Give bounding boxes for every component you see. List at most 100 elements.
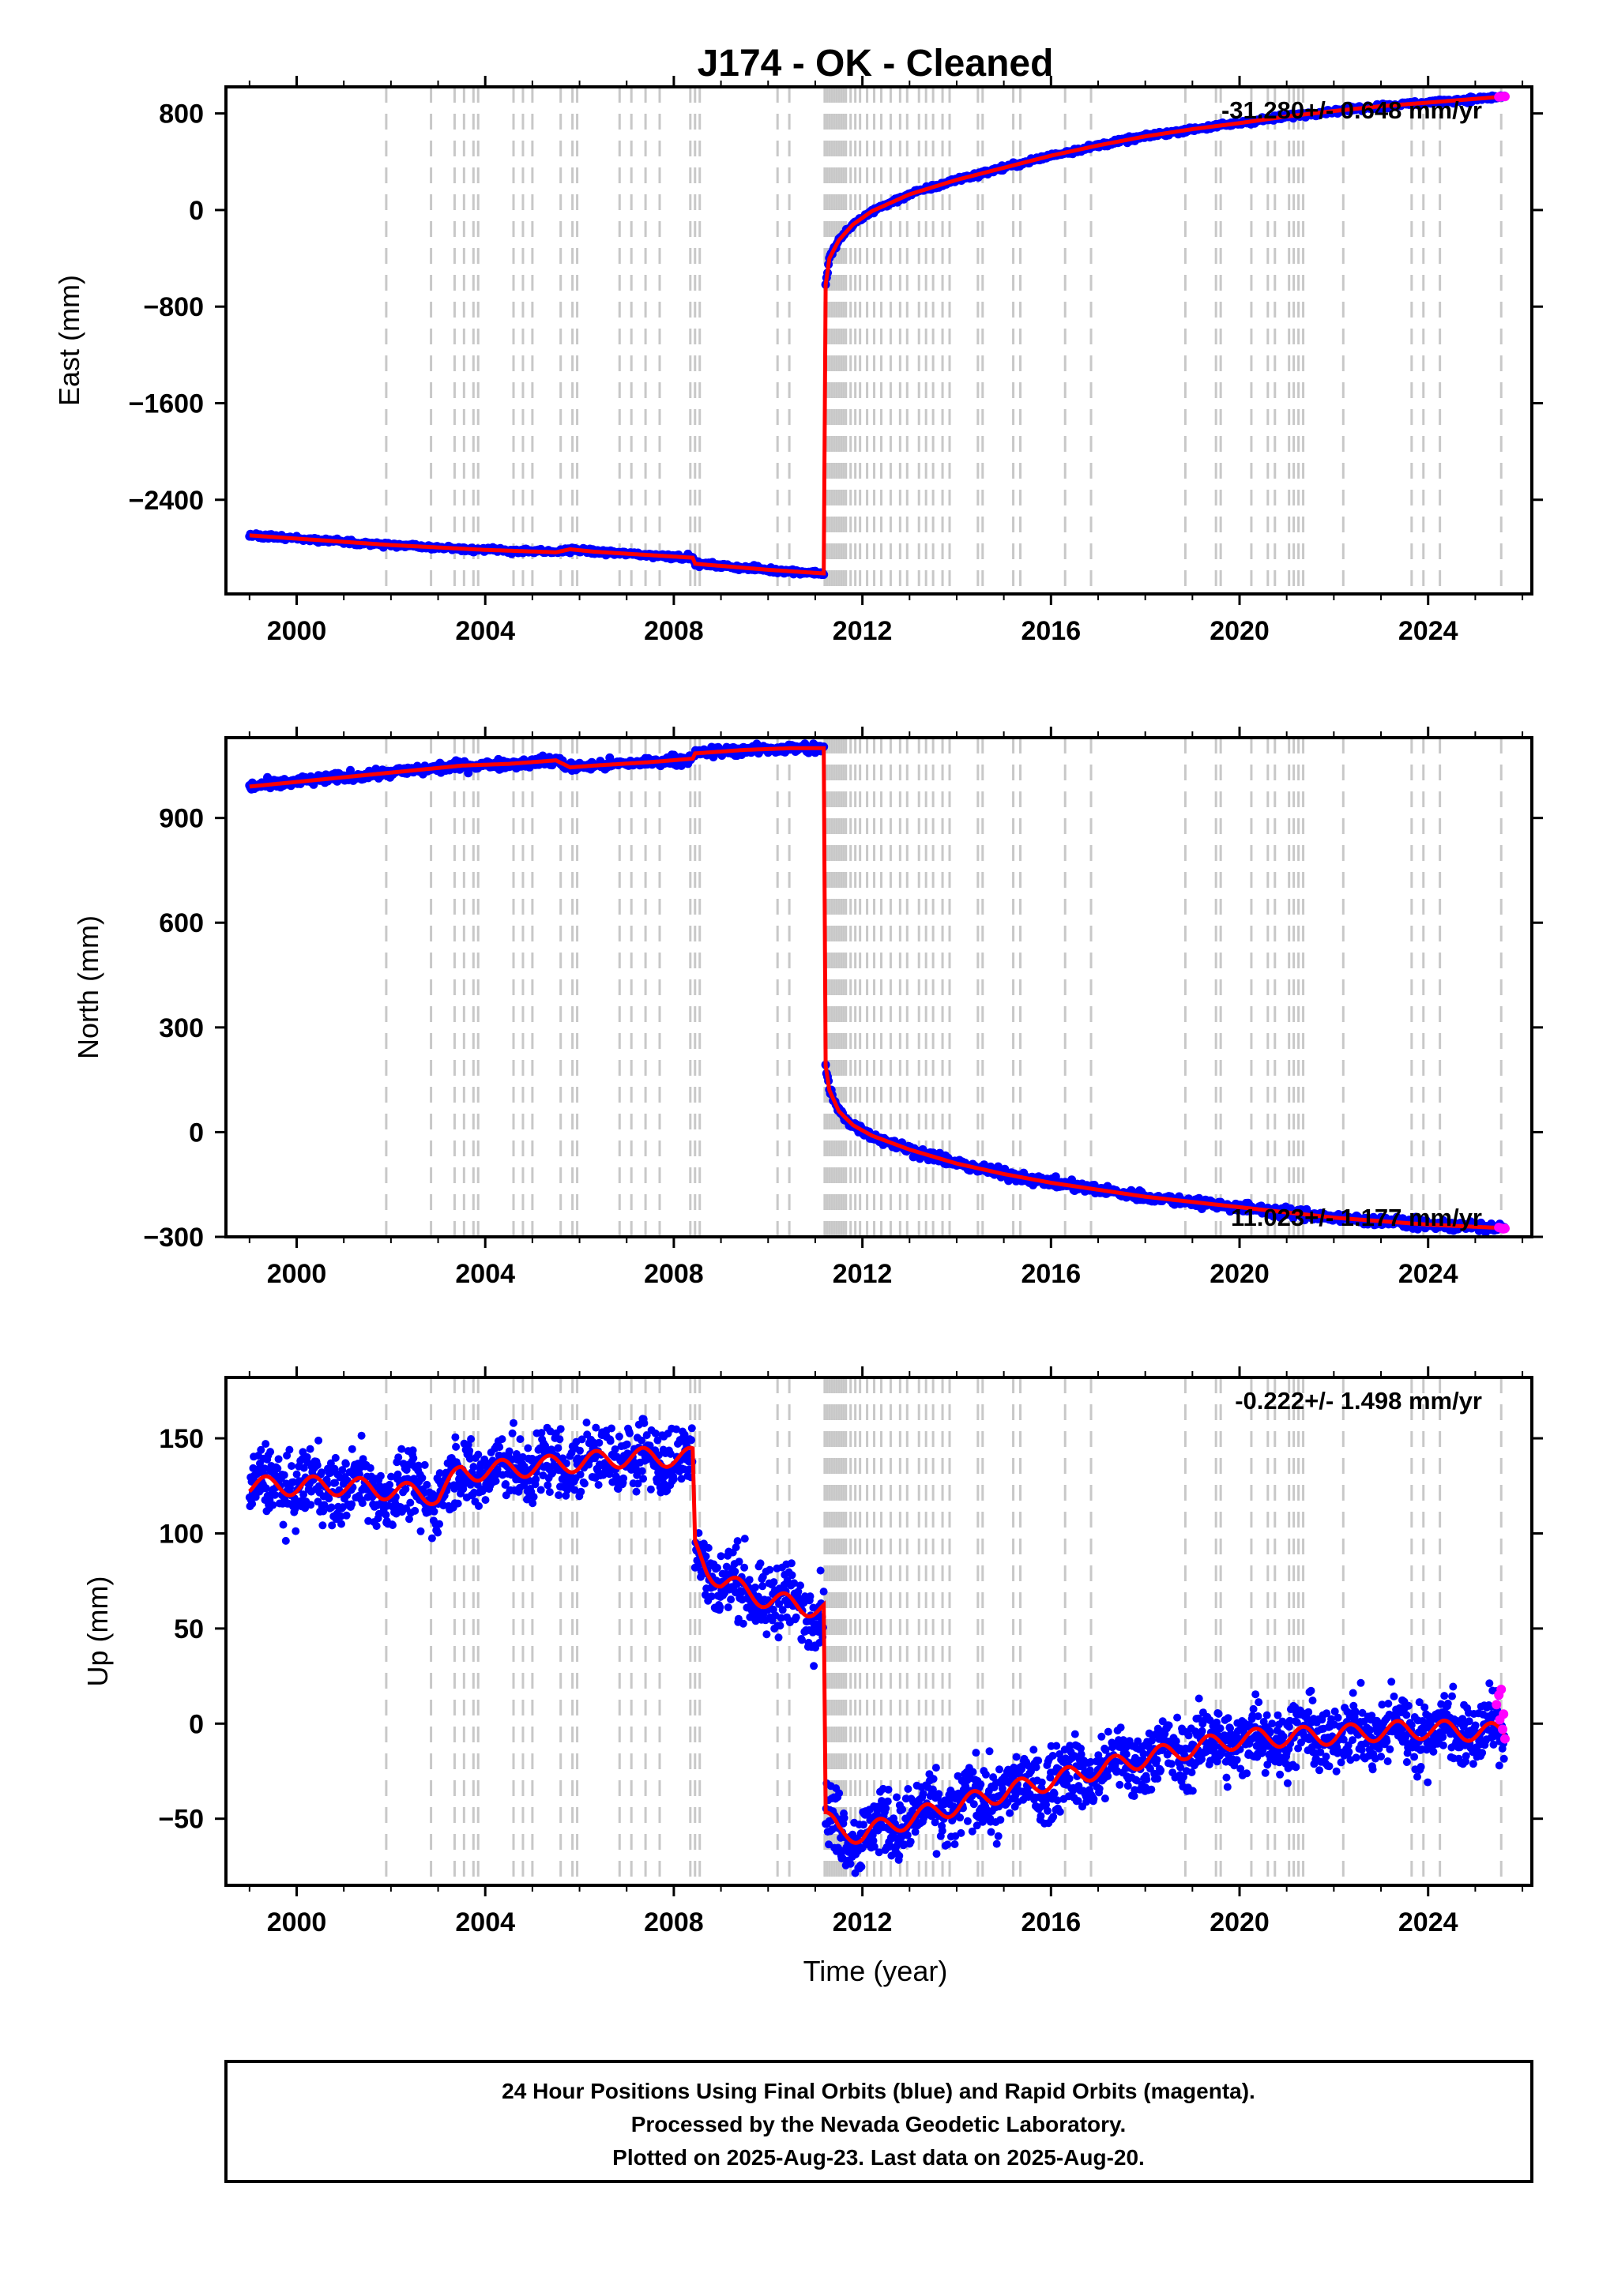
final-orbit-point <box>544 1481 551 1489</box>
final-orbit-point <box>1013 1753 1021 1761</box>
final-orbit-point <box>342 1460 350 1468</box>
x-tick-label: 2024 <box>1398 616 1458 646</box>
final-orbit-point <box>583 1419 591 1426</box>
final-orbit-point <box>788 1559 796 1567</box>
final-orbit-point <box>411 1507 419 1515</box>
final-orbit-point <box>788 1571 796 1579</box>
final-orbit-point <box>615 1433 623 1441</box>
final-orbit-point <box>810 1662 818 1670</box>
final-orbit-point <box>895 1852 903 1860</box>
y-tick-label: 800 <box>159 100 204 130</box>
final-orbit-point <box>607 1437 615 1445</box>
final-orbit-point <box>1029 1745 1037 1753</box>
final-orbit-point <box>434 1529 442 1537</box>
final-orbit-point <box>421 1461 429 1469</box>
final-orbit-point <box>555 1435 563 1443</box>
final-orbit-point <box>608 1425 615 1433</box>
final-orbit-point <box>716 1603 724 1611</box>
final-orbit-point <box>652 1430 660 1437</box>
final-orbit-point <box>1124 1782 1132 1790</box>
final-orbit-point <box>775 1633 783 1641</box>
final-orbit-point <box>386 1481 393 1489</box>
final-orbit-point <box>1153 1756 1161 1764</box>
final-orbit-point <box>1056 1808 1064 1816</box>
final-orbit-point <box>935 1790 942 1798</box>
event-lines <box>386 87 1501 594</box>
y-tick-label: −300 <box>143 1223 204 1253</box>
final-orbit-point <box>986 1747 994 1755</box>
final-orbit-point <box>1037 1812 1045 1820</box>
final-orbit-point <box>633 1488 641 1496</box>
final-orbit-point <box>972 1749 980 1757</box>
final-orbit-point <box>820 1588 828 1595</box>
final-orbit-point <box>1104 1772 1112 1780</box>
final-orbit-point <box>318 1521 326 1529</box>
final-orbit-point <box>373 1522 381 1530</box>
model-line <box>250 96 1505 573</box>
y-tick-label: −800 <box>143 292 204 322</box>
final-orbit-point <box>740 1564 748 1572</box>
final-orbit-point <box>517 1435 525 1443</box>
final-orbit-point <box>1243 1769 1251 1777</box>
final-orbit-point <box>619 1475 627 1482</box>
final-orbit-point <box>1165 1722 1173 1730</box>
final-orbit-point <box>770 1578 778 1586</box>
x-tick-label: 2000 <box>267 616 327 646</box>
y-tick-label: 600 <box>159 908 204 938</box>
final-orbit-point <box>956 1813 964 1821</box>
final-orbit-point <box>957 1829 965 1837</box>
final-orbit-point <box>623 1441 631 1449</box>
x-tick-label: 2004 <box>455 616 515 646</box>
final-orbit-point <box>1185 1731 1193 1739</box>
final-orbit-point <box>288 1462 295 1470</box>
final-orbit-point <box>1034 1757 1042 1764</box>
final-orbit-point <box>884 1798 892 1806</box>
final-orbit-point <box>595 1481 603 1489</box>
final-orbit-point <box>739 1620 747 1628</box>
x-tick-label: 2000 <box>267 1259 327 1289</box>
final-orbit-point <box>847 1860 855 1868</box>
final-orbit-point <box>996 1816 1004 1824</box>
final-orbit-point <box>939 1827 946 1835</box>
final-orbit-point <box>904 1785 912 1793</box>
final-orbit-point <box>766 1566 773 1574</box>
final-orbit-point <box>762 1630 770 1638</box>
panel-frame <box>226 87 1532 594</box>
final-orbit-point <box>1066 1775 1074 1783</box>
final-orbit-point <box>435 1520 443 1528</box>
plot-area-north <box>245 738 1510 1237</box>
final-orbit-point <box>717 1552 725 1560</box>
final-orbit-point <box>727 1595 735 1603</box>
final-orbit-point <box>1089 1795 1097 1803</box>
rapid-orbit-points <box>1494 92 1510 102</box>
y-tick-label: 0 <box>189 196 204 226</box>
final-orbit-point <box>647 1486 655 1494</box>
final-orbit-point <box>417 1528 425 1535</box>
final-orbit-point <box>933 1850 941 1858</box>
final-orbit-point <box>817 1567 825 1575</box>
final-orbit-point <box>1168 1760 1176 1768</box>
final-orbit-point <box>1071 1730 1079 1738</box>
final-orbit-point <box>1188 1768 1196 1776</box>
final-orbit-point <box>970 1800 978 1808</box>
final-orbit-point <box>907 1838 915 1846</box>
final-orbit-point <box>581 1479 589 1487</box>
final-orbit-point <box>898 1806 906 1813</box>
final-orbit-point <box>835 1789 843 1797</box>
final-orbit-point <box>731 1568 739 1576</box>
final-orbit-point <box>467 1435 475 1443</box>
final-orbit-point <box>920 1790 927 1798</box>
plot-area-up <box>246 1377 1510 1885</box>
final-orbit-point <box>314 1461 322 1469</box>
final-orbit-point <box>841 1814 848 1822</box>
x-tick-label: 2016 <box>1021 616 1081 646</box>
final-orbit-point <box>554 1444 562 1452</box>
final-orbit-point <box>993 1840 1001 1848</box>
final-orbit-point <box>1038 1779 1046 1787</box>
rapid-orbit-point <box>1500 92 1510 101</box>
final-orbit-point <box>1157 1766 1164 1774</box>
final-orbit-point <box>807 1592 815 1600</box>
final-orbit-point <box>932 1764 940 1772</box>
chart-title: J174 - OK - Cleaned <box>698 43 1054 85</box>
